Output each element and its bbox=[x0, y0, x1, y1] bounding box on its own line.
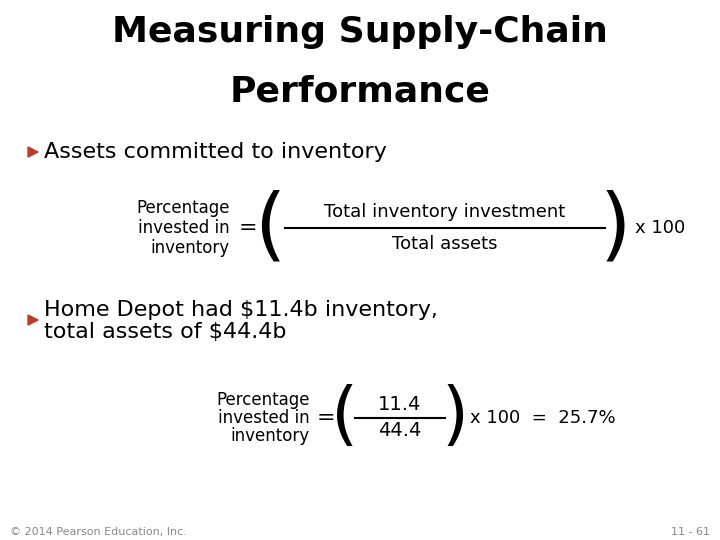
Text: Measuring Supply-Chain: Measuring Supply-Chain bbox=[112, 15, 608, 49]
Text: 44.4: 44.4 bbox=[378, 422, 422, 441]
Text: =: = bbox=[317, 408, 336, 428]
Text: invested in: invested in bbox=[138, 219, 230, 237]
Text: Total inventory investment: Total inventory investment bbox=[325, 203, 566, 221]
Text: ): ) bbox=[599, 189, 631, 267]
Text: x 100: x 100 bbox=[635, 219, 685, 237]
Text: © 2014 Pearson Education, Inc.: © 2014 Pearson Education, Inc. bbox=[10, 527, 187, 537]
Polygon shape bbox=[28, 315, 38, 325]
Text: Home Depot had $11.4b inventory,: Home Depot had $11.4b inventory, bbox=[44, 300, 438, 320]
Text: 11 - 61: 11 - 61 bbox=[671, 527, 710, 537]
Text: inventory: inventory bbox=[151, 239, 230, 257]
Text: Percentage: Percentage bbox=[217, 391, 310, 409]
Text: total assets of $44.4b: total assets of $44.4b bbox=[44, 322, 287, 342]
Text: Percentage: Percentage bbox=[137, 199, 230, 217]
Text: =: = bbox=[239, 218, 257, 238]
Text: inventory: inventory bbox=[231, 427, 310, 445]
Text: 11.4: 11.4 bbox=[378, 395, 422, 415]
Text: Assets committed to inventory: Assets committed to inventory bbox=[44, 142, 387, 162]
Text: Total assets: Total assets bbox=[392, 235, 498, 253]
Text: invested in: invested in bbox=[218, 409, 310, 427]
Text: (: ( bbox=[254, 189, 286, 267]
Text: (: ( bbox=[331, 384, 359, 451]
Text: x 100  =  25.7%: x 100 = 25.7% bbox=[470, 409, 616, 427]
Polygon shape bbox=[28, 147, 38, 157]
Text: Performance: Performance bbox=[230, 75, 490, 109]
Text: ): ) bbox=[441, 384, 469, 451]
